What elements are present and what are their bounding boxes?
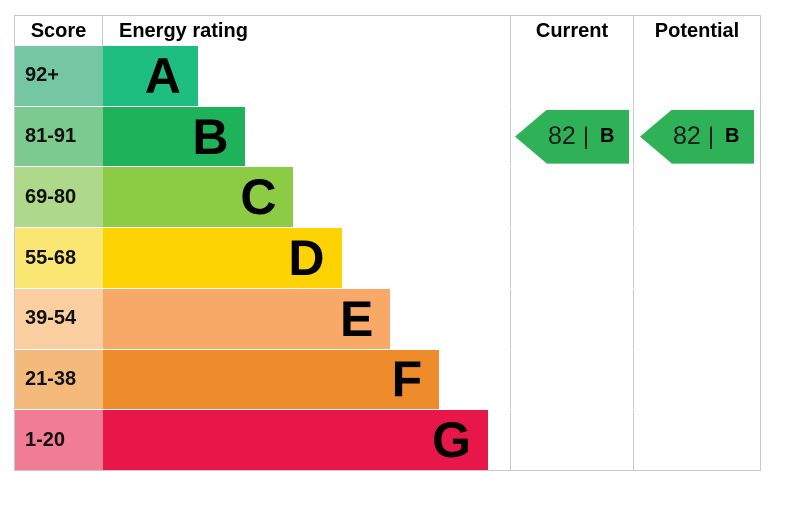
band-row: 81-91 B 82 | B 82 | B [15, 106, 760, 168]
band-row: 69-80 C [15, 167, 760, 229]
rating-value: 82 [548, 122, 576, 151]
band-score-range: 81-91 [15, 106, 103, 167]
rating-divider-icon: | [707, 122, 715, 150]
header-score: Score [15, 16, 103, 46]
band-bar-track: G [103, 410, 511, 471]
header-potential: Potential [654, 19, 740, 42]
header-current: Current [511, 16, 634, 46]
band-current-cell [511, 410, 634, 471]
band-letter: D [288, 230, 325, 287]
band-current-cell [511, 288, 634, 349]
band-current-cell [511, 228, 634, 288]
band-bar-track: B [103, 106, 511, 167]
band-letter: B [192, 108, 229, 165]
band-row: 21-38 F [15, 349, 760, 411]
band-letter: A [144, 47, 181, 104]
rating-band-letter: B [600, 125, 615, 148]
band-current-cell: 82 | B [511, 106, 634, 167]
rating-arrow: 82 | B [515, 109, 629, 164]
band-letter: G [432, 412, 472, 469]
band-row: 39-54 E [15, 288, 760, 350]
band-letter: C [240, 169, 277, 226]
band-score-range: 1-20 [15, 410, 103, 471]
header-energy-rating: Energy rating [103, 16, 511, 46]
band-bar: G [103, 410, 489, 471]
band-potential-cell [634, 228, 760, 288]
band-bar: E [103, 288, 391, 349]
band-score-range: 21-38 [15, 349, 103, 410]
band-score-range: 55-68 [15, 228, 103, 288]
band-bar: D [103, 228, 342, 288]
band-potential-cell [634, 410, 760, 470]
band-bar-track: E [103, 288, 511, 349]
band-bar: B [103, 106, 246, 167]
band-rows: 92+ A 81-91 B 82 | B 82 | B 69-80 C [15, 46, 760, 471]
band-bar-track: A [103, 46, 511, 106]
band-current-cell [511, 349, 634, 410]
band-bar: C [103, 167, 294, 228]
band-score-range: 69-80 [15, 167, 103, 228]
band-potential-cell [634, 289, 760, 349]
band-bar-track: D [103, 228, 511, 288]
rating-divider-icon: | [582, 122, 590, 150]
band-potential-cell [634, 350, 760, 410]
band-bar: A [103, 46, 198, 106]
rating-band-letter: B [725, 125, 740, 148]
band-bar: F [103, 349, 440, 410]
band-score-range: 92+ [15, 46, 103, 106]
rating-value: 82 [673, 122, 701, 151]
rating-arrow: 82 | B [640, 109, 754, 164]
band-current-cell [511, 46, 634, 106]
band-row: 55-68 D [15, 228, 760, 289]
header-row: Score Energy rating Current Potential [15, 16, 760, 46]
band-potential-cell [634, 46, 760, 106]
band-letter: E [339, 290, 374, 347]
band-score-range: 39-54 [15, 288, 103, 349]
band-bar-track: F [103, 349, 511, 410]
band-bar-track: C [103, 167, 511, 228]
epc-energy-rating-chart: Score Energy rating Current Potential 92… [14, 15, 761, 471]
band-row: 1-20 G [15, 410, 760, 471]
band-current-cell [511, 167, 634, 228]
band-potential-cell: 82 | B [634, 107, 760, 167]
band-potential-cell [634, 167, 760, 227]
band-letter: F [391, 351, 423, 408]
band-row: 92+ A [15, 46, 760, 107]
